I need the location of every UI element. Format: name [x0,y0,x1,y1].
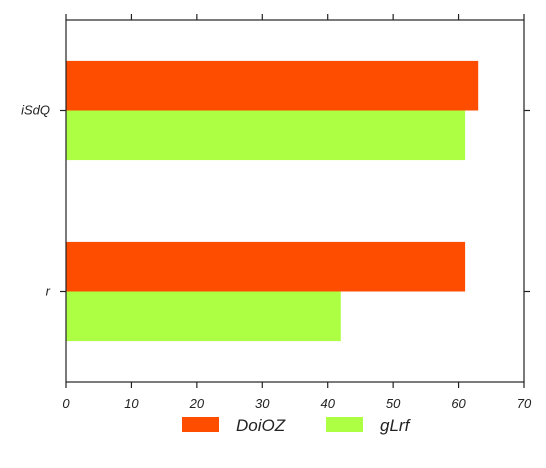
y-tick-label-iSdQ: iSdQ [21,103,50,118]
bars-layer [66,60,479,342]
axes-layer: iSdQ r 0 10 20 30 40 50 60 70 [21,14,532,411]
legend-swatch-gLrf [326,417,363,432]
bar-DoiOZ-iSdQ [66,60,479,111]
plot-frame [65,19,525,383]
x-tick-label-40: 40 [320,396,335,411]
x-tick-label-10: 10 [124,396,139,411]
x-tick-label-20: 20 [189,396,205,411]
bar-gLrf-r [66,291,341,342]
legend-swatch-DoiOZ [182,417,219,432]
x-tick-label-0: 0 [62,396,70,411]
legend-label-DoiOZ: DoiOZ [236,416,286,435]
x-tick-label-70: 70 [517,396,532,411]
legend-label-gLrf: gLrf [380,416,412,435]
x-tick-label-30: 30 [255,396,270,411]
y-tick-label-r: r [46,284,51,299]
x-tick-label-50: 50 [386,396,401,411]
bar-gLrf-iSdQ [66,110,466,161]
x-tick-label-60: 60 [451,396,466,411]
legend: DoiOZ gLrf [182,416,412,435]
bar-DoiOZ-r [66,241,466,292]
